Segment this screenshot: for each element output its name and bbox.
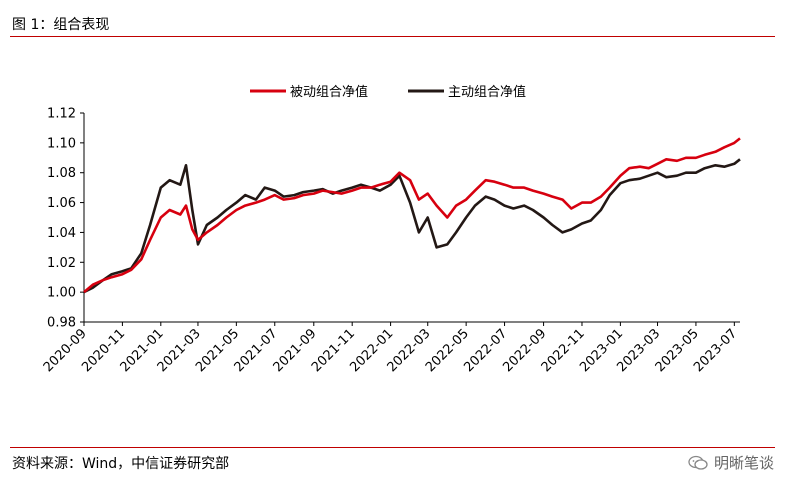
line-chart: 被动组合净值 主动组合净值 0.98 1.00 1.02 1.04 1.06 1.08 1.1… — [41, 84, 741, 375]
chart-legend: 被动组合净值 主动组合净值 — [250, 84, 526, 100]
top-divider — [10, 36, 775, 37]
series-layer — [83, 137, 741, 294]
y-tick-label: 1.04 — [47, 226, 76, 241]
y-tick-label: 1.10 — [47, 136, 76, 151]
series-line-1 — [83, 158, 741, 294]
y-axis: 0.98 1.00 1.02 1.04 1.06 1.08 1.10 1.12 — [47, 107, 85, 331]
bottom-divider — [10, 447, 775, 448]
y-tick-label: 1.02 — [47, 256, 76, 271]
legend-label-1: 主动组合净值 — [448, 84, 526, 100]
y-tick-label: 1.12 — [47, 107, 76, 122]
y-tick-label: 1.08 — [47, 166, 76, 181]
watermark: 明晰笔谈 — [688, 452, 774, 473]
y-tick-label: 0.98 — [47, 316, 76, 331]
legend-label-0: 被动组合净值 — [290, 84, 368, 100]
chat-bubble-icon — [688, 455, 708, 470]
x-axis: 2020-092020-112021-012021-032021-052021-… — [41, 321, 740, 375]
source-note: 资料来源：Wind，中信证券研究部 — [12, 456, 230, 472]
series-line-0 — [83, 137, 741, 294]
watermark-text: 明晰笔谈 — [713, 454, 774, 472]
y-tick-label: 1.00 — [47, 286, 76, 301]
figure-title: 图 1：组合表现 — [12, 17, 110, 33]
y-tick-label: 1.06 — [47, 196, 76, 211]
